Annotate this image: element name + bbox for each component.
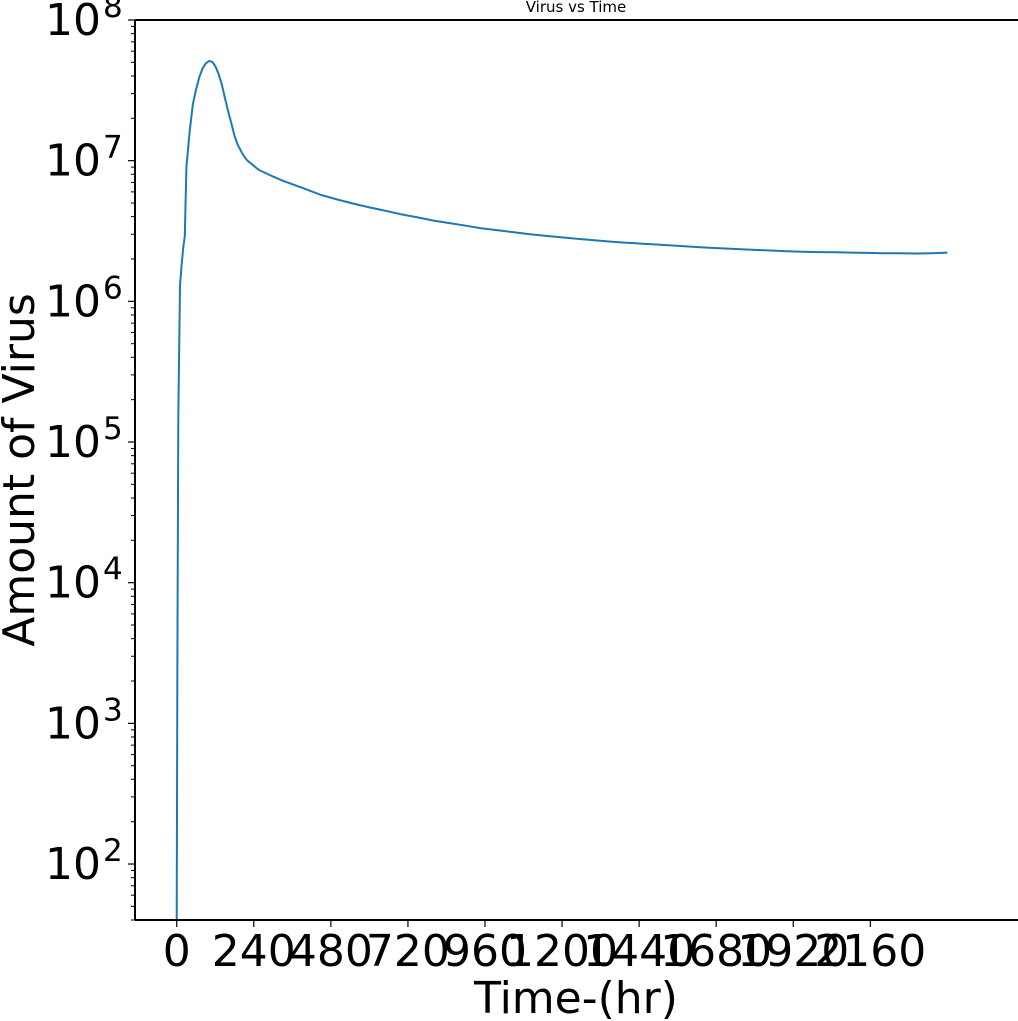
x-tick-label: 0 <box>163 926 191 977</box>
x-axis-label: Time-(hr) <box>473 973 678 1021</box>
x-tick-label: 1920 <box>737 926 849 977</box>
y-tick-exponent: 3 <box>103 692 123 728</box>
series-line-1 <box>175 60 948 921</box>
x-tick-label: 960 <box>443 926 527 977</box>
x-tick-label: 1440 <box>583 926 695 977</box>
chart-title: Virus vs Time <box>526 0 627 16</box>
y-tick-label: 10 <box>45 0 101 46</box>
x-tick-label: 1200 <box>506 926 618 977</box>
y-tick-label: 10 <box>45 839 101 890</box>
y-tick-exponent: 7 <box>103 130 123 166</box>
x-tick-label: 720 <box>366 926 450 977</box>
x-tick-label: 2160 <box>814 926 926 977</box>
y-tick-exponent: 5 <box>103 411 123 447</box>
x-tick-label: 240 <box>212 926 296 977</box>
y-tick-label: 10 <box>45 276 101 327</box>
x-tick-label: 1680 <box>660 926 772 977</box>
y-tick-exponent: 2 <box>103 833 123 869</box>
y-tick-exponent: 4 <box>103 552 123 588</box>
y-tick-label: 10 <box>45 136 101 187</box>
y-tick-exponent: 6 <box>103 270 123 306</box>
y-axis-label: Amount of Virus <box>0 293 45 647</box>
plot-line-layer <box>175 60 948 921</box>
x-tick-label: 480 <box>289 926 373 977</box>
axes-frame <box>134 19 1018 921</box>
y-tick-label: 10 <box>45 698 101 749</box>
y-tick-label: 10 <box>45 558 101 609</box>
y-tick-exponent: 8 <box>103 0 123 25</box>
y-tick-label: 10 <box>45 417 101 468</box>
